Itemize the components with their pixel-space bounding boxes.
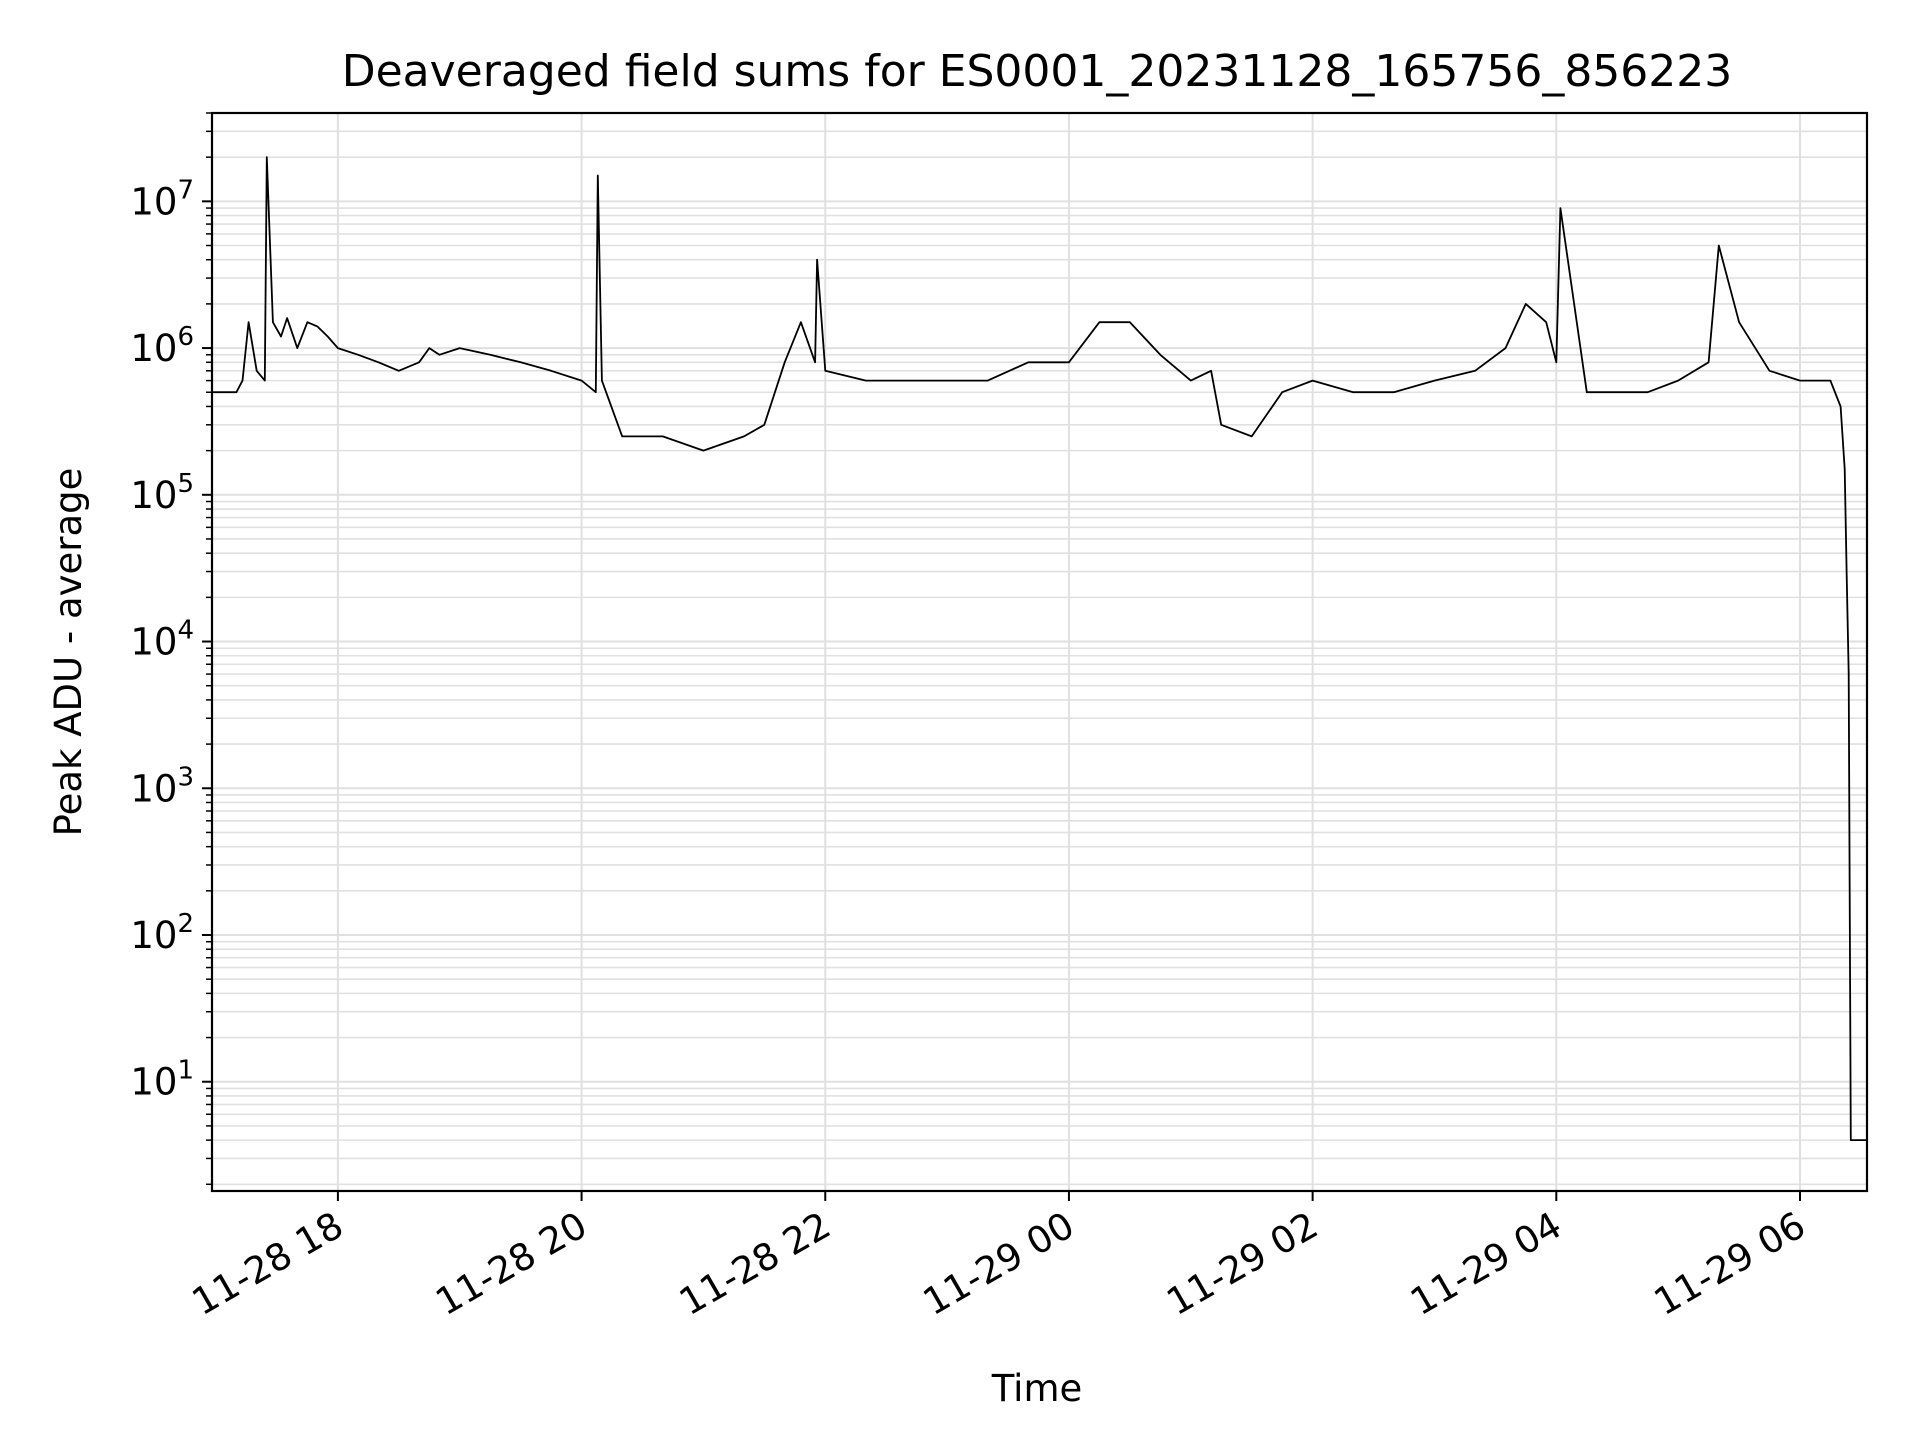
grid	[212, 112, 1867, 1191]
y-tick-label: 104	[130, 616, 194, 664]
data-layer	[212, 156, 1867, 1141]
y-axis-label: Peak ADU - average	[47, 468, 90, 837]
chart-title: Deaveraged field sums for ES0001_2023112…	[342, 46, 1733, 97]
y-tick-label: 102	[130, 909, 194, 957]
y-tick-label: 105	[130, 469, 194, 517]
plot-frame	[210, 111, 1869, 1193]
y-tick-label: 103	[130, 762, 194, 810]
y-tick-label: 107	[130, 175, 194, 223]
y-tick-label: 106	[130, 322, 194, 370]
series-line	[212, 156, 1867, 1141]
y-tick-label: 101	[130, 1056, 194, 1104]
x-axis-label: Time	[991, 1367, 1083, 1410]
